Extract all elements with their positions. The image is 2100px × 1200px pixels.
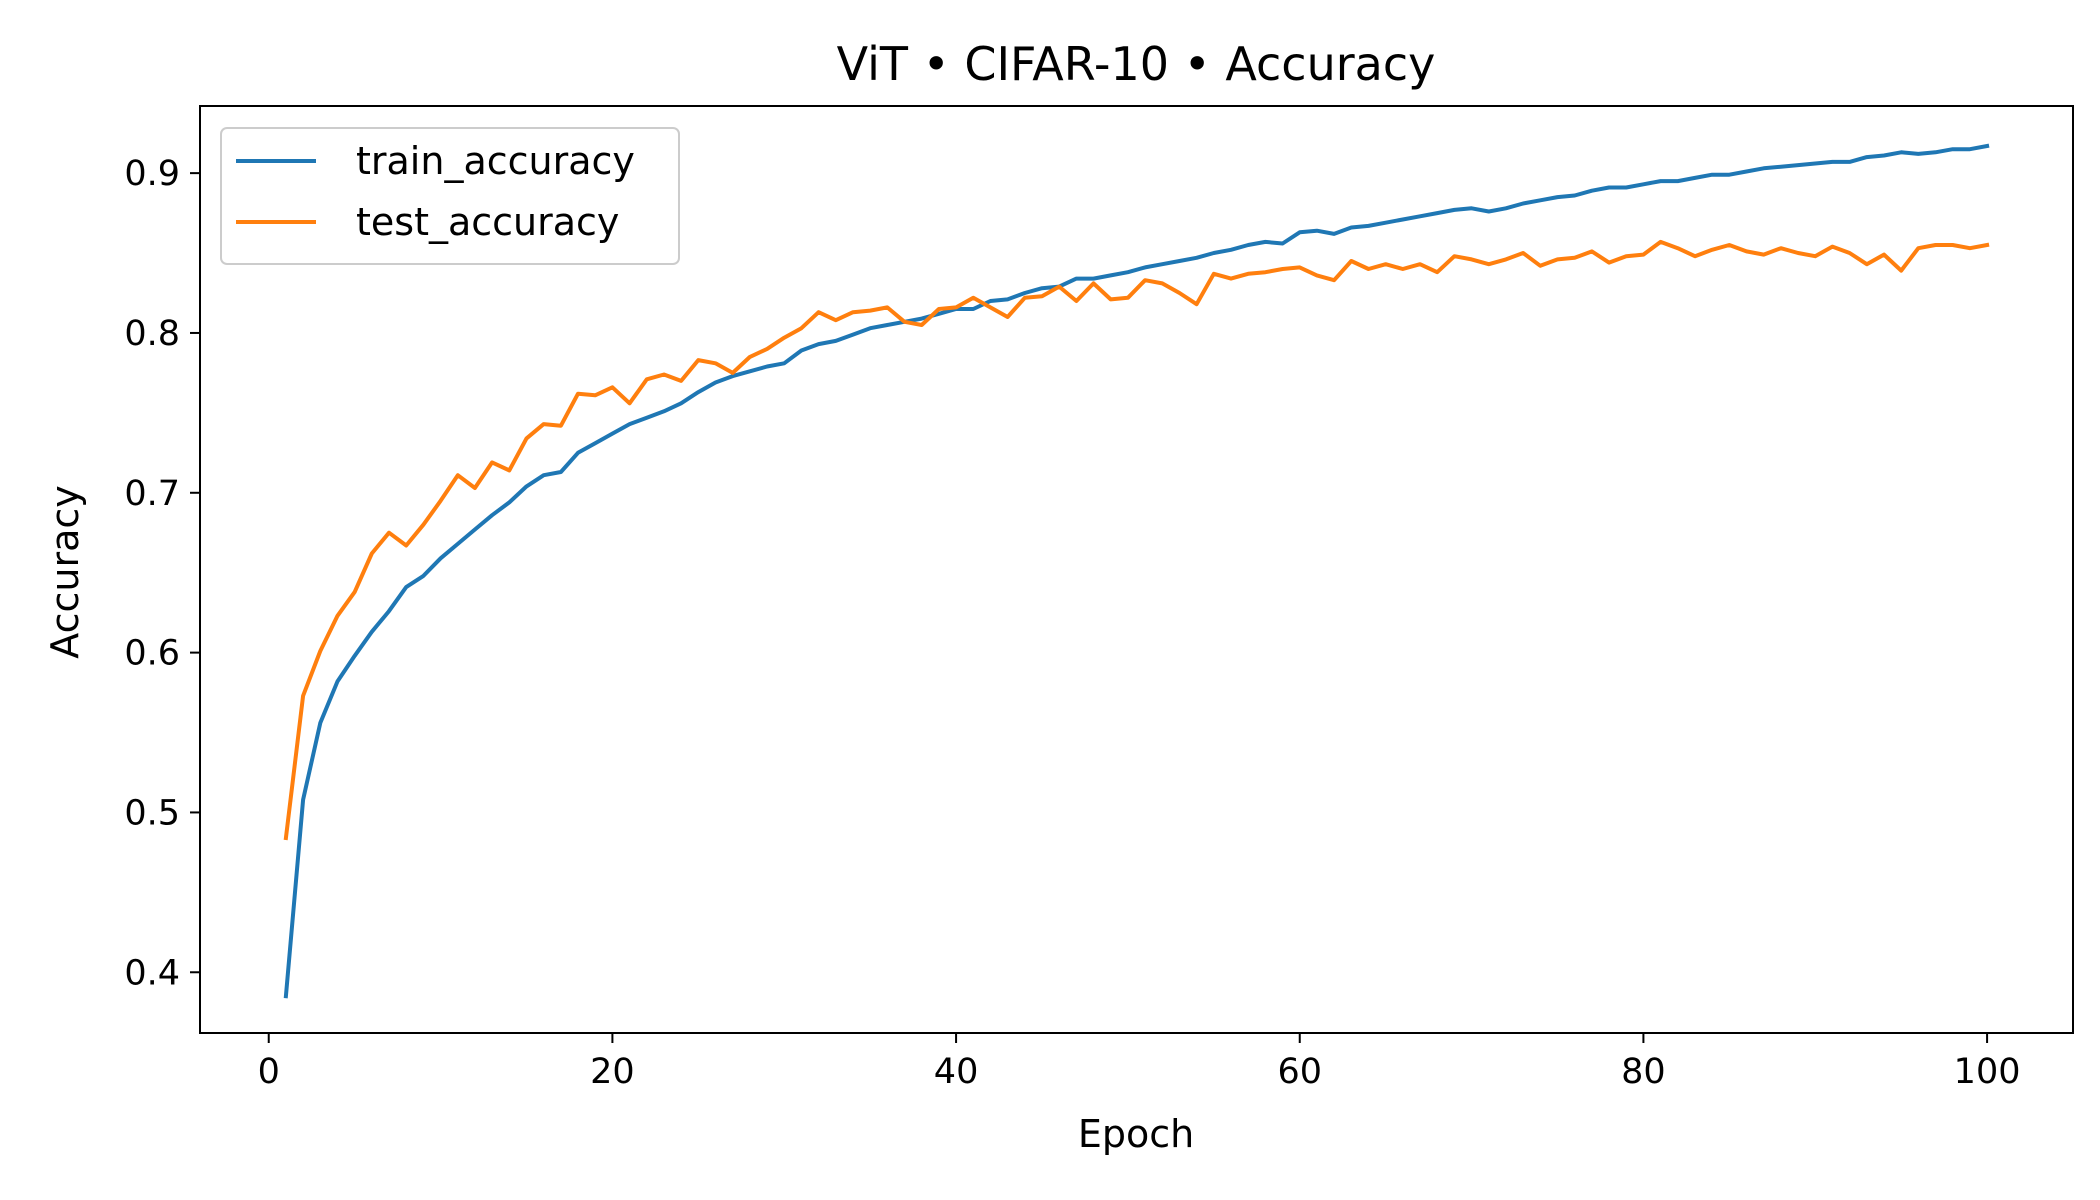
- x-tick-label: 40: [934, 1052, 979, 1092]
- x-tick-label: 60: [1277, 1052, 1322, 1092]
- plot-area: [199, 105, 2074, 1034]
- x-tick-label: 80: [1621, 1052, 1666, 1092]
- legend-box: [220, 127, 680, 265]
- y-axis-ticks: 0.4 0.5 0.6 0.7 0.8 0.9: [124, 154, 200, 993]
- y-tick-label: 0.9: [124, 154, 180, 194]
- y-tick-label: 0.5: [124, 793, 180, 833]
- x-tick-label: 0: [258, 1052, 280, 1092]
- y-tick-label: 0.8: [124, 314, 180, 354]
- series-line-test-accuracy: [283, 239, 1990, 841]
- y-axis-label: Accuracy: [43, 485, 87, 659]
- x-axis-ticks: 0 20 40 60 80 100: [258, 1033, 2021, 1092]
- x-tick-label: 20: [590, 1052, 635, 1092]
- legend: train_accuracy test_accuracy: [220, 127, 680, 265]
- legend-label-test-accuracy: test_accuracy: [356, 200, 619, 244]
- y-tick-label: 0.7: [124, 474, 180, 514]
- legend-label-train-accuracy: train_accuracy: [356, 139, 635, 183]
- x-tick-label: 100: [1954, 1052, 2021, 1092]
- y-tick-label: 0.4: [124, 953, 180, 993]
- y-tick-label: 0.6: [124, 634, 180, 674]
- series-line-train-accuracy: [283, 143, 1990, 999]
- chart-title: ViT • CIFAR-10 • Accuracy: [837, 37, 1436, 91]
- x-axis-label: Epoch: [1078, 1112, 1194, 1156]
- plot-frame: [199, 105, 2074, 1034]
